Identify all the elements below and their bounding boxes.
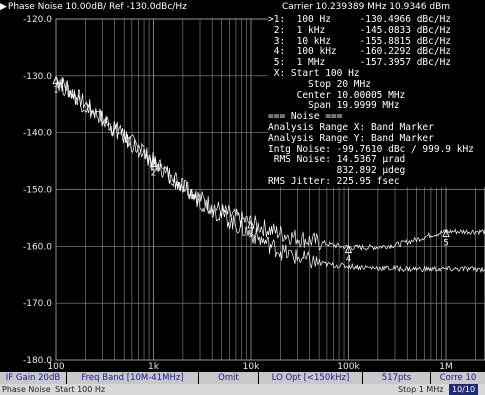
readout-line: 3: 10 kHz -155.8815 dBc/Hz (268, 35, 452, 47)
readout-line: Analysis Range X: Band Marker (268, 121, 434, 133)
markers: 1 2 3 4 5 (52, 75, 450, 265)
x-tick-label: 100 (47, 362, 64, 372)
softkey-bar: IF Gain 20dB Freq Band [10M-41MHz] Omit … (0, 372, 485, 384)
readout-line: RMS Jitter: 225.95 fsec (268, 175, 400, 187)
trace-1 (55, 77, 485, 252)
readout-line: Analysis Range Y: Band Marker (268, 132, 434, 144)
softkey-points[interactable]: 517pts (363, 372, 431, 384)
x-tick-label: 100k (337, 362, 360, 372)
y-tick-label: -180.0 (23, 356, 52, 366)
status-start: Start 100 Hz (55, 385, 106, 394)
title-bar: ▶Phase Noise 10.00dB/ Ref -130.0dBc/Hz (0, 0, 485, 14)
screen-title: Phase Noise 10.00dB/ Ref -130.0dBc/Hz (7, 2, 187, 12)
marker-label-1: 1 (53, 86, 59, 96)
x-tick-label: 10k (243, 362, 260, 372)
readout-line: Intg Noise: -99.7610 dBc / 999.9 kHz (268, 143, 474, 155)
marker-label-4: 4 (346, 255, 352, 265)
marker-5 (442, 228, 450, 237)
y-tick-label: -160.0 (23, 242, 52, 252)
readout-line: >1: 100 Hz -130.4966 dBc/Hz (268, 15, 452, 25)
status-mode: Phase Noise (2, 385, 51, 394)
softkey-if-gain[interactable]: IF Gain 20dB (0, 372, 67, 384)
x-tick-label: 1k (148, 362, 160, 372)
y-tick-label: -140.0 (23, 129, 52, 139)
readout-line: 4: 100 kHz -160.2292 dBc/Hz (268, 46, 452, 58)
marker-3 (247, 219, 255, 229)
y-tick-label: -150.0 (23, 186, 52, 196)
marker-label-5: 5 (443, 239, 449, 249)
x-tick-label: 1M (439, 362, 453, 372)
active-trace-icon: ▶ (0, 2, 7, 12)
readout-line: X: Start 100 Hz (268, 67, 360, 79)
x-axis-ticks: 100 1k 10k 100k 1M (47, 362, 452, 372)
softkey-corre[interactable]: Corre 10 (439, 373, 477, 383)
softkey-freq-band[interactable]: Freq Band [10M-41MHz] (67, 372, 199, 384)
softkey-omit[interactable]: Omit (199, 372, 259, 384)
readout-line: Span 19.9999 MHz (268, 100, 400, 112)
marker-label-2: 2 (151, 169, 157, 179)
carrier-readout: Carrier 10.239389 MHz 10.9346 dBm (282, 2, 451, 12)
readout-line: Stop 20 MHz (268, 78, 371, 90)
marker-readout-panel: >1: 100 Hz -130.4966 dBc/Hz 2: 1 kHz -14… (268, 15, 485, 187)
marker-4 (344, 244, 353, 254)
page-indicator: 10/10 (449, 384, 479, 395)
readout-line: RMS Noise: 14.5367 µrad (268, 154, 406, 166)
y-tick-label: -120.0 (23, 15, 52, 25)
trace-2 (55, 77, 485, 274)
y-axis-ticks: -120.0 -130.0 -140.0 -150.0 -160.0 -170.0 -180… (23, 15, 52, 366)
readout-line: === Noise === (268, 111, 343, 123)
traces (55, 77, 485, 274)
readout-line: 5: 1 MHz -157.3957 dBc/Hz (268, 57, 452, 69)
readout-line: 832.892 µdeg (268, 165, 406, 177)
y-tick-label: -130.0 (23, 72, 52, 82)
status-stop: Stop 1 MHz (398, 385, 444, 394)
marker-label-3: 3 (248, 230, 254, 240)
status-bar: Phase Noise Start 100 Hz Stop 1 MHz 10/1… (0, 384, 485, 395)
softkey-lo-opt[interactable]: LO Opt [<150kHz] (259, 372, 363, 384)
readout-line: Center 10.00005 MHz (268, 89, 406, 101)
readout-line: 2: 1 kHz -145.0833 dBc/Hz (268, 24, 452, 36)
y-tick-label: -170.0 (23, 299, 52, 309)
marker-2 (149, 158, 158, 168)
marker-1 (52, 75, 60, 85)
